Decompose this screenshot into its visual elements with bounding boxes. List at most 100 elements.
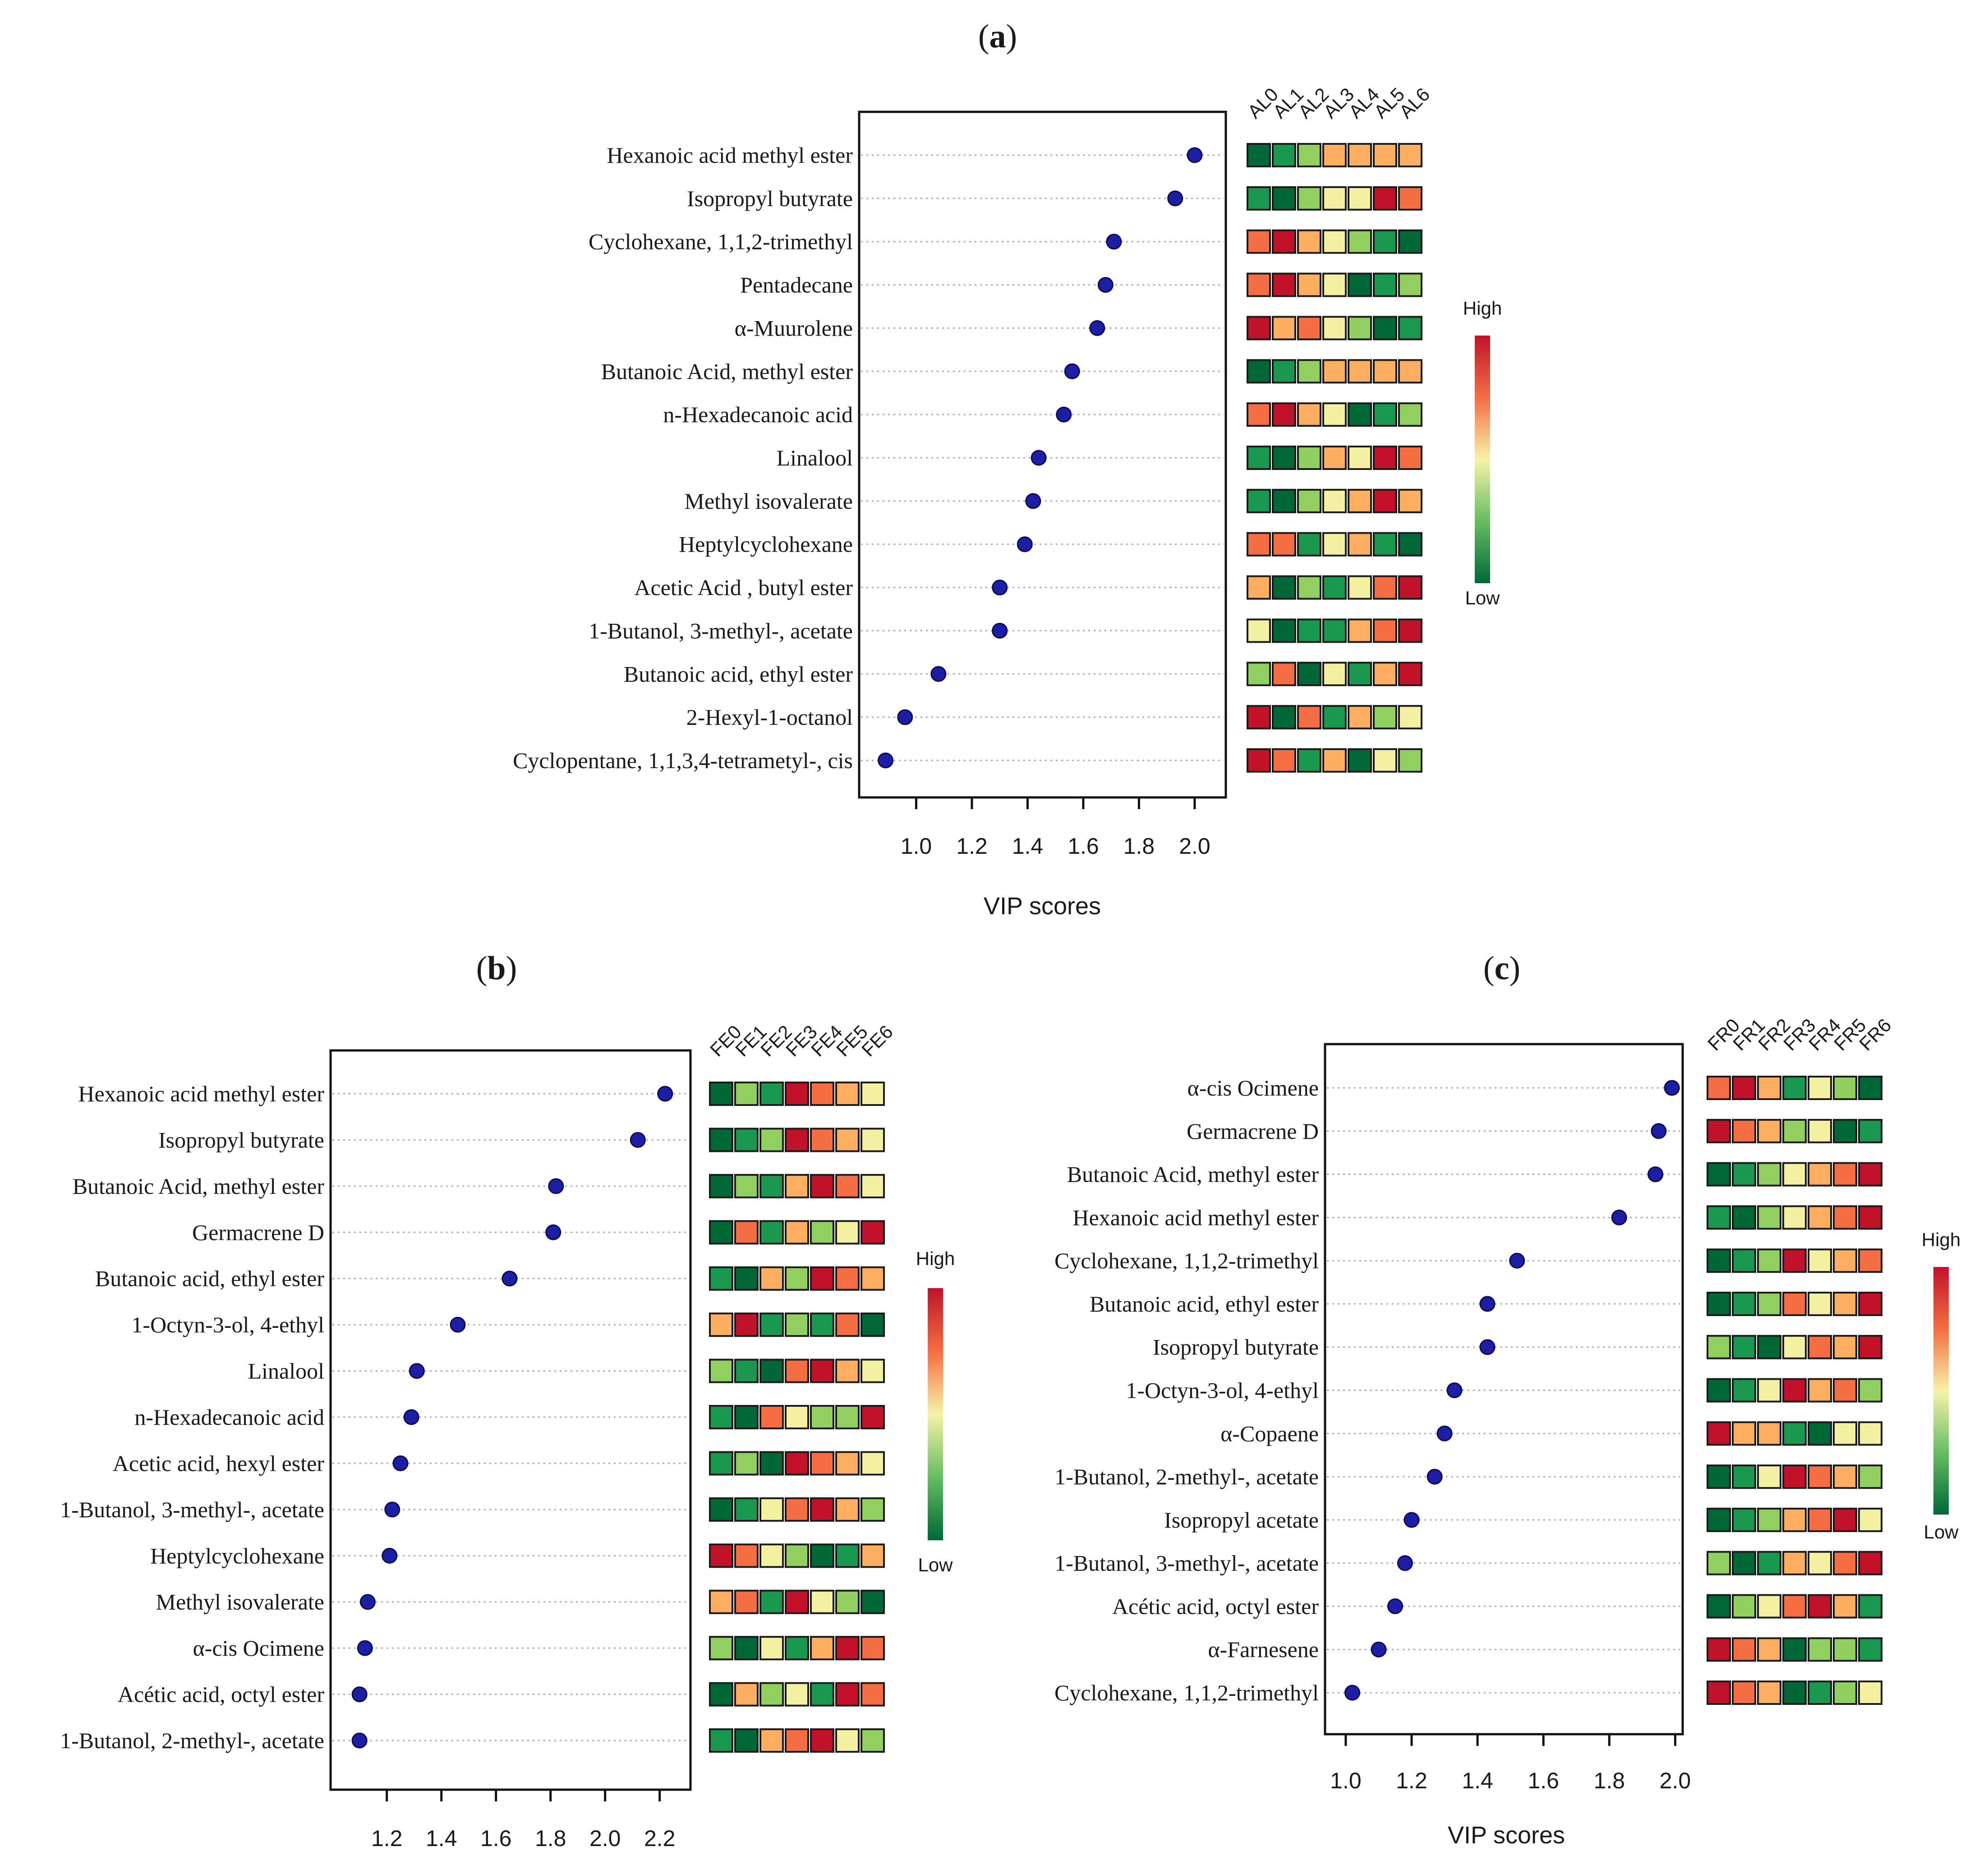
compound-label: Isopropyl acetate [1164, 1507, 1319, 1533]
compound-label: Germacrene D [1187, 1119, 1319, 1144]
compound-label: Acétic acid, octyl ester [1112, 1593, 1319, 1619]
heatmap-cell [1297, 229, 1321, 254]
heatmap-cell [1707, 1551, 1731, 1575]
scale-low-label: Low [1465, 587, 1500, 608]
vip-point [930, 666, 947, 682]
heatmap-cell [759, 1543, 784, 1568]
heatmap-cell [1297, 186, 1321, 211]
heatmap-cell [1373, 532, 1397, 557]
heatmap-cell [1247, 402, 1271, 427]
x-tick-label: 1.6 [1528, 1768, 1559, 1793]
heatmap-cell [1322, 618, 1347, 643]
heatmap-cell [1348, 186, 1372, 211]
heatmap-cell [1247, 143, 1271, 167]
heatmap-cell [785, 1543, 809, 1568]
heatmap-cell [861, 1220, 885, 1245]
heatmap-cell [1833, 1507, 1857, 1532]
heatmap-cell [1732, 1119, 1756, 1143]
heatmap-cell [1732, 1421, 1756, 1446]
heatmap-cell [1373, 488, 1397, 513]
heatmap-cell [1348, 143, 1372, 167]
heatmap-cell [1757, 1119, 1781, 1143]
heatmap-cell [1732, 1637, 1756, 1662]
heatmap-cell [1732, 1551, 1756, 1575]
heatmap-cell [1373, 143, 1397, 167]
vip-point [392, 1455, 409, 1471]
heatmap-cell [1858, 1162, 1882, 1187]
compound-label: 1-Octyn-3-ol, 4-ethyl [131, 1312, 324, 1337]
heatmap-cell [759, 1405, 784, 1429]
vip-point [403, 1409, 419, 1425]
heatmap-cell [1322, 186, 1347, 211]
heatmap-cell [810, 1174, 834, 1198]
heatmap-cell [1247, 316, 1271, 341]
heatmap-cell [709, 1405, 733, 1429]
panel-c: (c) α-cis Ocimene Germacrene D Butanoic Aci… [1054, 950, 1960, 1849]
heatmap-cell [1858, 1594, 1882, 1619]
heatmap-cell [1833, 1681, 1857, 1705]
vip-point [1397, 1555, 1413, 1571]
heatmap-cell [1782, 1378, 1807, 1403]
heatmap-cell [1272, 575, 1296, 600]
vip-point [1031, 450, 1047, 466]
heatmap-cell [1732, 1378, 1756, 1403]
compound-label: Cyclohexane, 1,1,2-trimethyl [1054, 1248, 1319, 1273]
heatmap-cell [1833, 1594, 1857, 1619]
heatmap-cell [1348, 575, 1372, 600]
heatmap-cell [1322, 575, 1347, 600]
compound-label: Cyclohexane, 1,1,2-trimethyl [589, 229, 853, 254]
heatmap-cell [861, 1451, 885, 1476]
heatmap-cell [1297, 532, 1321, 557]
heatmap-cell [861, 1728, 885, 1753]
heatmap-cell [785, 1451, 809, 1476]
vip-point [359, 1594, 376, 1610]
heatmap-cell [1272, 316, 1296, 341]
heatmap-cell [1782, 1421, 1807, 1446]
heatmap-cell [835, 1636, 860, 1661]
panel-label: (b) [476, 950, 517, 987]
compound-label: 1-Butanol, 3-methyl-, acetate [1054, 1551, 1319, 1576]
vip-point [1446, 1382, 1463, 1398]
x-tick-label: 1.6 [1068, 833, 1099, 859]
heatmap-cell [1348, 272, 1372, 297]
vip-point [1651, 1123, 1667, 1139]
heatmap-cell [785, 1682, 809, 1707]
heatmap-cell [1808, 1551, 1832, 1575]
heatmap-cell [835, 1497, 860, 1522]
heatmap-cell [1297, 316, 1321, 341]
heatmap-cell [1808, 1378, 1832, 1403]
heatmap-cell [1348, 229, 1372, 254]
heatmap-cell [1833, 1248, 1857, 1273]
heatmap-cell [1808, 1205, 1832, 1230]
heatmap-cell [1757, 1378, 1781, 1403]
heatmap-cell [1833, 1421, 1857, 1446]
heatmap-cell [835, 1082, 860, 1106]
heatmap-cell [1247, 272, 1271, 297]
color-scale-bar [1933, 1267, 1949, 1515]
heatmap-cell [1272, 705, 1296, 730]
heatmap-cell [810, 1451, 834, 1476]
vip-point [878, 752, 894, 769]
heatmap-cell [1707, 1378, 1731, 1403]
heatmap-cell [1732, 1335, 1756, 1359]
scale-high-label: High [916, 1248, 955, 1269]
heatmap-cell [1322, 143, 1347, 167]
heatmap-cell [709, 1451, 733, 1476]
panel-b: (b) Hexanoic acid methyl ester Isopropyl b… [60, 950, 955, 1851]
heatmap-cell [1297, 618, 1321, 643]
heatmap-cell [1322, 316, 1347, 341]
heatmap-cell [1732, 1464, 1756, 1489]
heatmap-cell [1833, 1637, 1857, 1662]
x-tick-label: 1.8 [535, 1826, 566, 1851]
panel-letter: a [989, 18, 1006, 55]
heatmap-cell [1297, 488, 1321, 513]
heatmap-cell [1707, 1291, 1731, 1316]
compound-label: n-Hexadecanoic acid [134, 1405, 324, 1430]
heatmap-cell [1782, 1637, 1807, 1662]
heatmap-cell [759, 1220, 784, 1245]
heatmap-cell [1707, 1076, 1731, 1100]
panel-a: (a) Hexanoic acid methyl ester Isopropyl b… [513, 18, 1502, 920]
heatmap-cell [835, 1220, 860, 1245]
heatmap-cell [1322, 359, 1347, 384]
heatmap-cell [1858, 1551, 1882, 1575]
